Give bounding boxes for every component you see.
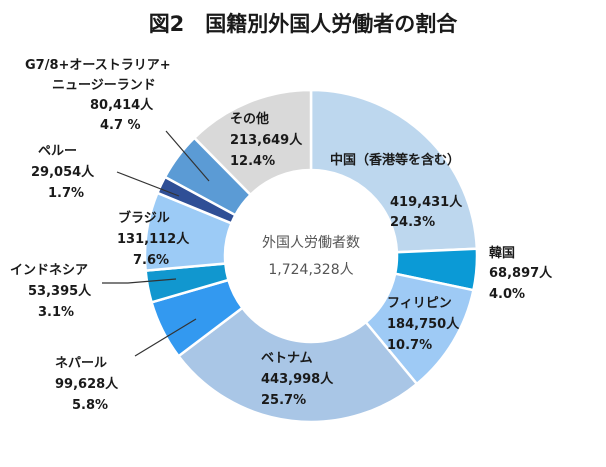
label-philippines-name: フィリピン	[387, 296, 452, 311]
leader-g7	[165, 130, 210, 182]
label-other-count: 213,649人	[230, 132, 303, 148]
label-korea-count: 68,897人	[489, 265, 553, 281]
slice-other	[192, 88, 313, 197]
label-philippines-percent: 10.7%	[387, 338, 432, 353]
label-brazil-name: ブラジル	[118, 210, 170, 226]
label-vietnam-percent: 25.7%	[261, 393, 306, 408]
label-other-percent: 12.4%	[230, 154, 275, 169]
slice-china	[309, 88, 479, 254]
label-peru-name: ペルー	[38, 144, 77, 159]
label-other-name: その他	[230, 111, 269, 127]
label-g7-percent: 4.7 %	[100, 118, 141, 133]
label-peru-count: 29,054人	[31, 164, 95, 180]
label-vietnam-name: ベトナム	[261, 351, 313, 366]
leader-nepal	[134, 318, 197, 357]
slices-group	[143, 88, 479, 424]
center-value: 1,724,328人	[268, 262, 353, 278]
label-vietnam-count: 443,998人	[261, 371, 334, 387]
label-brazil-percent: 7.6%	[133, 253, 169, 268]
label-indonesia-count: 53,395人	[28, 283, 92, 299]
leader-peru	[116, 171, 180, 197]
label-korea-name: 韓国	[489, 245, 515, 261]
center-label: 外国人労働者数	[262, 235, 360, 251]
label-philippines-count: 184,750人	[387, 316, 460, 332]
leader-indonesia	[102, 278, 177, 284]
label-g7-count: 80,414人	[90, 97, 154, 113]
label-brazil-count: 131,112人	[117, 231, 190, 247]
label-g7-name-line1: G7/8+オーストラリア+	[25, 58, 171, 73]
label-nepal-count: 99,628人	[55, 376, 119, 392]
label-indonesia-name: インドネシア	[10, 263, 88, 278]
label-china-name: 中国（香港等を含む）	[330, 152, 460, 168]
label-nepal-name: ネパール	[55, 356, 107, 371]
label-china-count: 419,431人	[390, 194, 463, 210]
label-nepal-percent: 5.8%	[72, 398, 108, 413]
label-indonesia-percent: 3.1%	[38, 305, 74, 320]
leader-lines	[102, 130, 210, 357]
chart-title: 図2 国籍別外国人労働者の割合	[149, 12, 459, 36]
slice-vietnam	[176, 306, 419, 424]
label-g7-name-line2: ニュージーランド	[52, 78, 156, 93]
label-china-percent: 24.3%	[390, 215, 435, 230]
label-korea-percent: 4.0%	[489, 287, 525, 302]
label-peru-percent: 1.7%	[48, 186, 84, 201]
